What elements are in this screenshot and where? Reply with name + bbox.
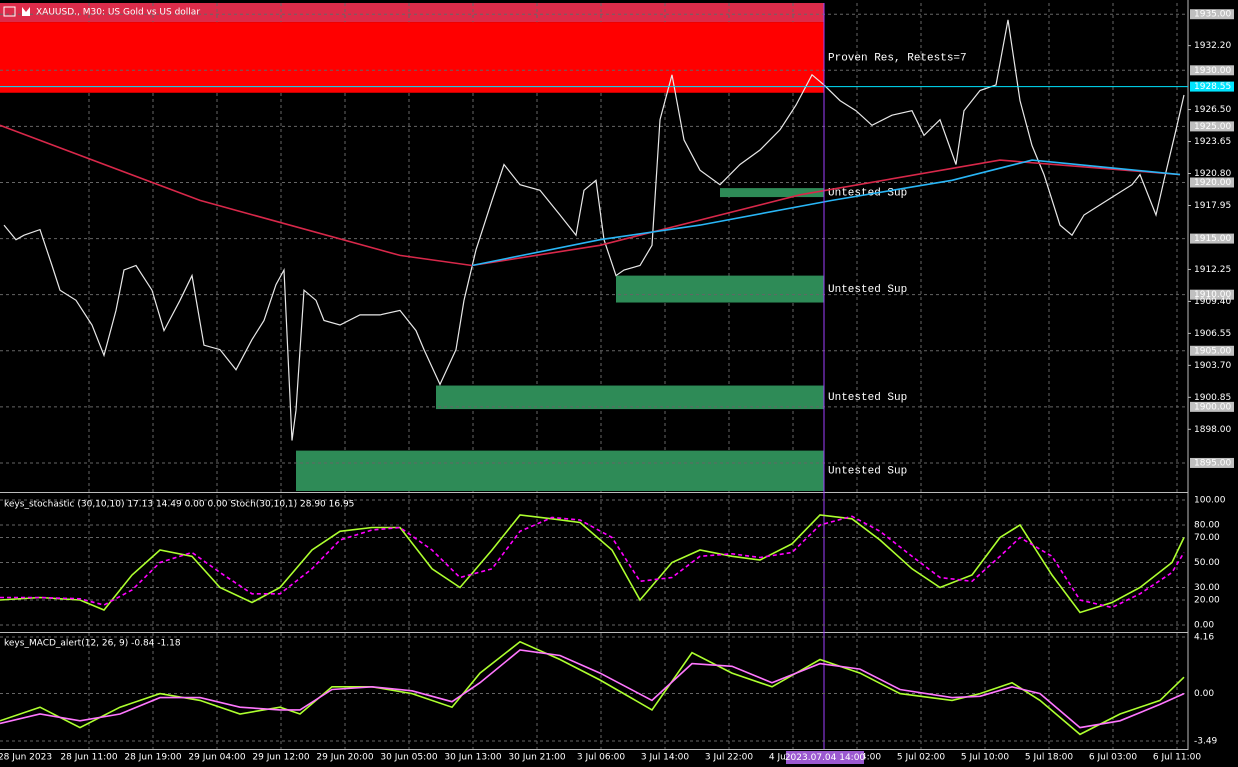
y-tick-label: 1926.50 [1194,105,1231,115]
series-line [3,19,1185,441]
y-tick-label: 1930.00 [1194,66,1231,76]
y-tick-label: 1923.65 [1194,137,1231,147]
y-tick-label: 1932.20 [1194,41,1231,51]
indicator-title: keys_stochastic (30,10,10) 17.13 14.49 0… [4,500,354,510]
tick-box [1190,177,1234,188]
y-tick-label: 1920.00 [1194,178,1231,188]
y-tick-label: 1900.00 [1194,402,1231,412]
symbol-icon [22,7,30,16]
x-tick-label: 29 Jun 04:00 [188,753,245,763]
zone-label: Untested Sup [828,392,907,404]
x-tick-label: 30 Jun 05:00 [380,753,437,763]
series-line [0,640,1185,736]
y-tick-label: 1909.40 [1194,297,1231,307]
tick-box [1190,121,1234,132]
y-tick-label: -3.49 [1194,737,1218,747]
y-tick-label: 1898.00 [1194,425,1231,435]
zone-label: Untested Sup [828,284,907,296]
x-tick-label: 5 Jul 02:00 [897,753,946,763]
price-box [1190,81,1234,92]
series-line [0,649,1185,729]
x-tick-label: 29 Jun 20:00 [316,753,373,763]
y-tick-label: 100.00 [1194,496,1226,506]
y-tick-label: 80.00 [1194,521,1220,531]
x-tick-label: 28 Jun 11:00 [60,753,117,763]
tick-box [1190,233,1234,244]
y-tick-label: 1920.80 [1194,169,1231,179]
series-line [471,159,1181,267]
menu-icon [3,6,16,17]
tick-box [1190,457,1234,468]
y-tick-label: 50.00 [1194,558,1220,568]
zone-label: Proven Res, Retests=7 [828,52,967,64]
x-tick-label: 3 Jul 14:00 [641,753,690,763]
series-line [0,514,1185,614]
y-tick-label: 30.00 [1194,583,1220,593]
x-tick-label: 6 Jul 11:00 [1153,753,1202,763]
y-tick-label: 1906.55 [1194,329,1231,339]
x-tick-label: 30 Jun 13:00 [444,753,501,763]
crosshair-box [786,751,864,764]
x-tick-label: 3 Jul 22:00 [705,753,754,763]
y-tick-label: 1925.00 [1194,122,1231,132]
chart-title: XAUUSD., M30: US Gold vs US dollar [36,8,200,18]
x-tick-label: 28 Jun 2023 [0,753,52,763]
y-tick-label: 0.00 [1194,621,1214,631]
x-tick-label: 28 Jun 19:00 [124,753,181,763]
x-tick-label: 5 Jul 18:00 [1025,753,1074,763]
y-tick-label: 1935.00 [1194,10,1231,20]
y-tick-label: 1905.00 [1194,346,1231,356]
tick-box [1190,289,1234,300]
current-price-label: 1928.55 [1194,82,1231,92]
zone [616,275,824,303]
tick-box [1190,65,1234,76]
indicator-title: keys_MACD_alert(12, 26, 9) -0.84 -1.18 [4,639,181,649]
series-line [0,124,1181,267]
tick-box [1190,345,1234,356]
y-tick-label: 1903.70 [1194,361,1231,371]
series-line [0,515,1185,609]
header-strip [0,3,824,22]
y-tick-label: 1895.00 [1194,458,1231,468]
zone [720,188,824,198]
crosshair-label: 2023.07.04 14:00 [785,753,866,763]
zone [0,22,824,93]
zone [296,450,824,491]
zone [436,385,824,410]
y-tick-label: 1912.25 [1194,265,1231,275]
x-tick-label: 29 Jun 12:00 [252,753,309,763]
y-tick-label: 1910.00 [1194,290,1231,300]
x-tick-label: 3 Jul 06:00 [577,753,626,763]
y-tick-label: 70.00 [1194,533,1220,543]
x-tick-label: 5 Jul 10:00 [961,753,1010,763]
x-tick-label: 6 Jul 03:00 [1089,753,1138,763]
tick-box [1190,9,1234,20]
y-tick-label: 1900.85 [1194,393,1231,403]
y-tick-label: 1917.95 [1194,201,1231,211]
y-tick-label: 20.00 [1194,596,1220,606]
zone-label: Untested Sup [828,466,907,478]
y-tick-label: 4.16 [1194,632,1214,642]
tick-box [1190,401,1234,412]
y-tick-label: 1915.00 [1194,234,1231,244]
y-tick-label: 0.00 [1194,689,1214,699]
x-tick-label: 30 Jun 21:00 [508,753,565,763]
